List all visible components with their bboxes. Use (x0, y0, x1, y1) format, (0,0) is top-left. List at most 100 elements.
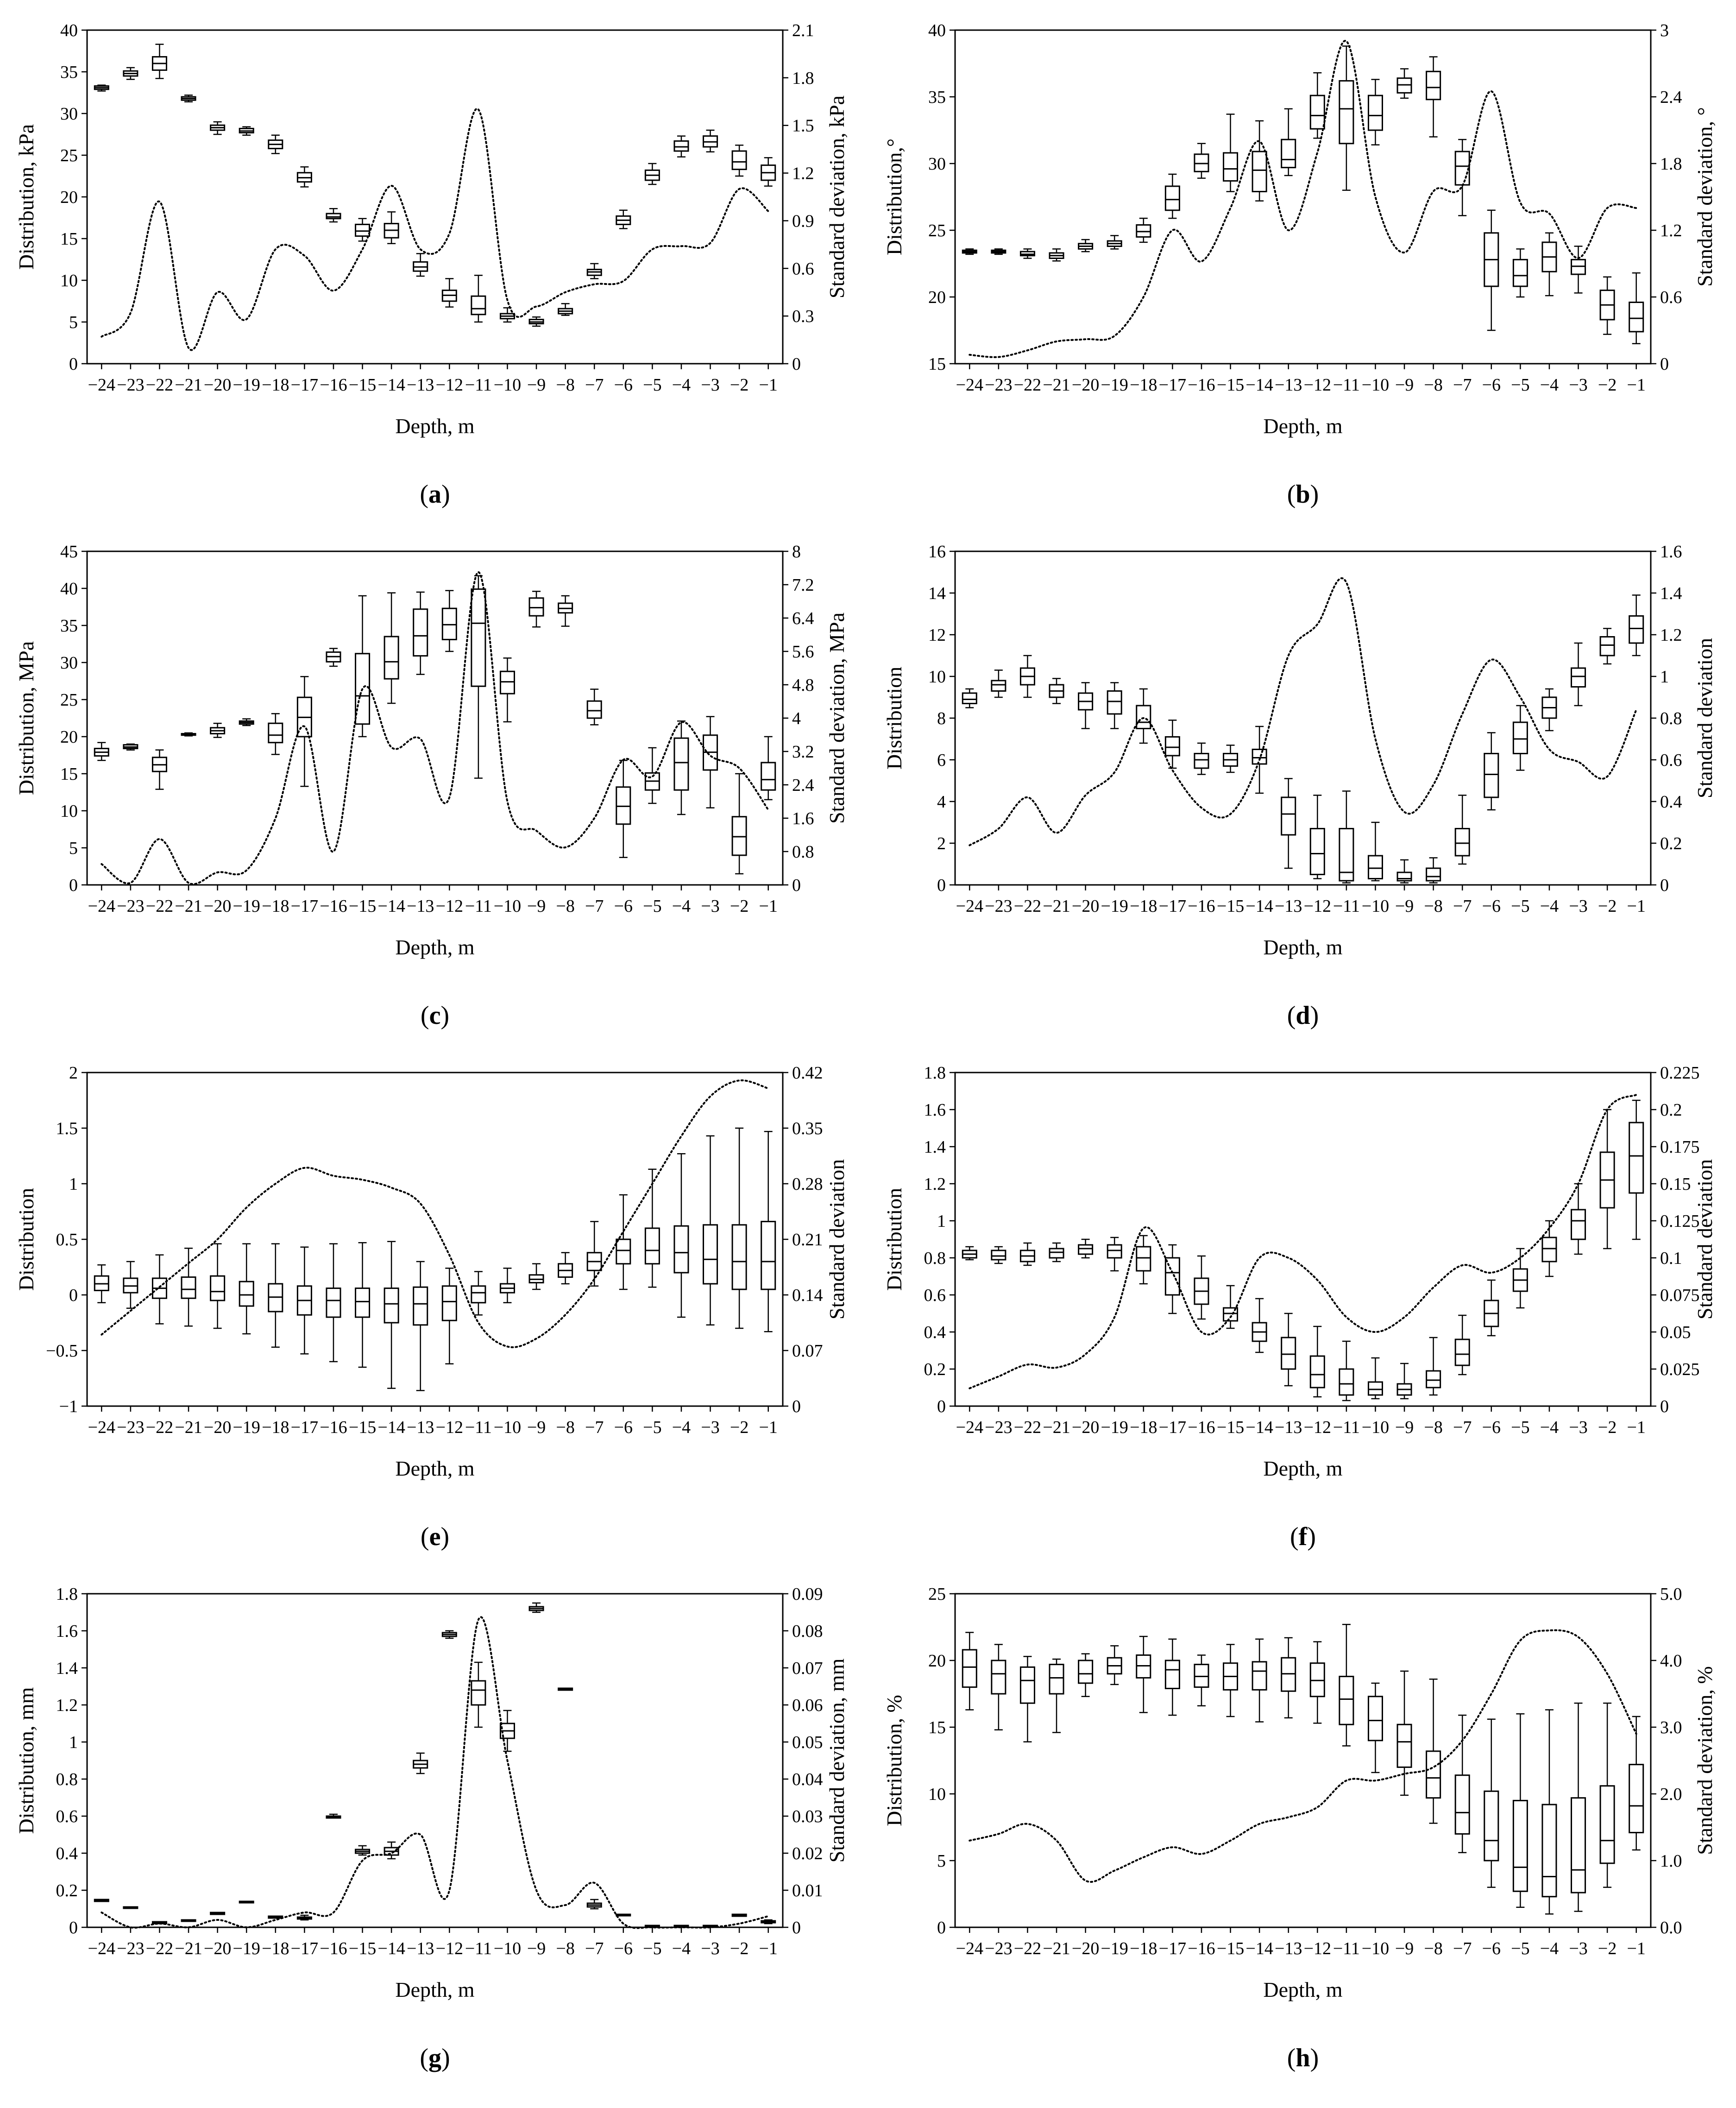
box-m21 (1049, 678, 1064, 704)
x-tick-label: −19 (1101, 375, 1128, 395)
y-axis-title: Distribution, MPa (14, 641, 38, 795)
x-tick-label: −18 (262, 375, 289, 395)
x-axis-title: Depth, m (1263, 414, 1342, 438)
y2-tick-label: 1.2 (792, 164, 814, 183)
box-iqr (268, 722, 283, 744)
box-iqr (703, 1224, 718, 1285)
box-iqr (355, 1288, 371, 1318)
caption-part: ( (1287, 1001, 1296, 1030)
box-m22 (151, 1254, 167, 1325)
box-iqr (1339, 1676, 1354, 1725)
box-m1 (1629, 594, 1644, 656)
box-m13 (1281, 1637, 1296, 1719)
box-m18 (268, 1243, 283, 1348)
y2-tick-label: 0.09 (792, 1584, 823, 1604)
x-tick-label: −10 (494, 1939, 521, 1958)
y-tick-label: 0.2 (56, 1881, 78, 1900)
y2-tick-label: 0.08 (792, 1622, 823, 1641)
box-iqr (1136, 705, 1151, 729)
y2-tick-label: 0.2 (1660, 834, 1682, 853)
box-m11 (1339, 790, 1354, 884)
box-m13 (1281, 108, 1296, 177)
box-m3 (1571, 642, 1586, 707)
y-tick-label: 8 (937, 709, 946, 728)
box-iqr (1599, 636, 1615, 656)
box-m9 (1396, 1363, 1412, 1400)
caption-part: ) (441, 2044, 450, 2072)
x-tick-label: −23 (117, 1939, 144, 1958)
x-tick-label: −19 (1101, 1418, 1128, 1437)
box-m11 (471, 1271, 486, 1316)
y2-tick-label: 0.2 (1660, 1100, 1682, 1120)
x-tick-label: −16 (1188, 1418, 1215, 1437)
box-m18 (1136, 1235, 1151, 1285)
box-iqr (355, 223, 371, 237)
x-tick-label: −17 (1159, 896, 1186, 916)
x-tick-label: −24 (88, 1418, 115, 1437)
x-tick-label: −2 (1598, 1939, 1616, 1958)
x-axis-title: Depth, m (1263, 935, 1342, 959)
x-tick-label: −4 (1540, 1939, 1559, 1958)
x-tick-label: −24 (956, 896, 983, 916)
x-tick-label: −22 (1014, 1418, 1041, 1437)
y2-tick-label: 0.03 (792, 1807, 823, 1826)
caption-part: ) (1310, 1001, 1319, 1030)
chart-panel-a: 0 5 10 15 20 25 30 35 40 0 0.3 0.6 0.9 1.2 1.5 1.8 2.1 −2… (14, 21, 849, 509)
box-m1 (1629, 1716, 1644, 1851)
box-m8 (1426, 1337, 1441, 1396)
box-iqr (1107, 690, 1122, 715)
box-m10 (1367, 821, 1383, 882)
x-tick-label: −5 (643, 1418, 661, 1437)
box-iqr (528, 597, 544, 617)
box-m23 (991, 669, 1006, 698)
box-m6 (1484, 732, 1499, 811)
x-tick-label: −16 (1188, 375, 1215, 395)
x-tick-label: −15 (349, 1418, 376, 1437)
box-m7 (1454, 139, 1470, 216)
caption-part: ( (1290, 1522, 1299, 1551)
caption-part: ) (440, 1522, 449, 1551)
y2-tick-label: 4 (792, 709, 801, 728)
box-m20 (1078, 239, 1094, 252)
box-m7 (586, 263, 602, 279)
box-iqr (1426, 70, 1441, 101)
box-m10 (499, 657, 515, 723)
y2-tick-label: 1.8 (792, 69, 814, 88)
sd-curve (101, 1616, 769, 1929)
y2-tick-label: 0.8 (792, 842, 814, 862)
box-m6 (616, 1194, 631, 1290)
box-iqr (1367, 95, 1383, 131)
box-iqr (326, 1288, 341, 1318)
x-tick-label: −22 (146, 1418, 173, 1437)
chart-panel-d: 024681012141600.20.40.60.811.21.41.6−24−… (882, 542, 1717, 1030)
x-tick-label: −11 (465, 1939, 492, 1958)
x-tick-label: −6 (614, 896, 633, 916)
x-tick-label: −21 (1043, 1939, 1070, 1958)
caption-part: ) (1307, 1522, 1316, 1551)
panel-caption: (g) (420, 2044, 450, 2072)
box-iqr (1252, 749, 1267, 765)
box-iqr (471, 588, 486, 687)
y2-tick-label: 3 (1660, 21, 1669, 40)
plot-frame (86, 550, 784, 886)
box-iqr (1484, 753, 1499, 798)
box-iqr (1049, 1248, 1064, 1259)
y-tick-label: 1.5 (56, 1119, 78, 1138)
box-iqr (471, 1285, 486, 1304)
x-tick-label: −14 (377, 1939, 405, 1958)
box-iqr (673, 1225, 689, 1274)
x-tick-label: −21 (175, 1418, 202, 1437)
x-tick-label: −22 (1014, 1939, 1041, 1958)
y-tick-label: 2 (69, 1063, 78, 1083)
box-m13 (413, 1261, 428, 1391)
x-tick-label: −24 (956, 375, 983, 395)
box-iqr (1512, 1799, 1528, 1892)
box-iqr (731, 816, 747, 856)
x-tick-label: −7 (585, 1939, 604, 1958)
x-tick-label: −14 (377, 1418, 405, 1437)
box-iqr (1367, 1381, 1383, 1396)
y-tick-label: 6 (937, 751, 946, 770)
box-m7 (586, 1221, 602, 1287)
box-iqr (441, 1285, 457, 1321)
